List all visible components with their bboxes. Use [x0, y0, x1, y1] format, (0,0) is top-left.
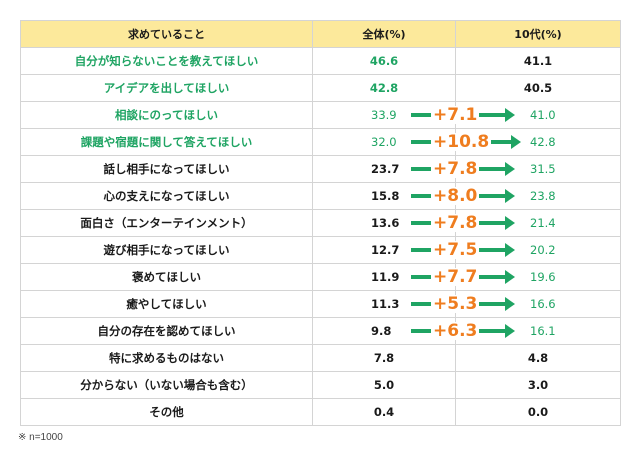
row-value-all: 23.7: [312, 155, 456, 183]
table-row: 分からない（いない場合も含む） 5.0 3.0: [20, 371, 621, 399]
header-teens: 10代(%): [455, 20, 621, 48]
table-row: 自分が知らないことを教えてほしい 46.6 41.1: [20, 47, 621, 75]
table-row: 褒めてほしい 11.9 19.6: [20, 263, 621, 291]
row-value-all: 7.8: [312, 344, 456, 372]
table-row: 面白さ（エンターテインメント） 13.6 21.4: [20, 209, 621, 237]
row-label: 癒やしてほしい: [20, 290, 313, 318]
row-value-teens: 21.4: [455, 209, 621, 237]
row-label: 特に求めるものはない: [20, 344, 313, 372]
row-label: 話し相手になってほしい: [20, 155, 313, 183]
row-value-all: 11.9: [312, 263, 456, 291]
table-row: 課題や宿題に関して答えてほしい 32.0 42.8: [20, 128, 621, 156]
row-value-all: 11.3: [312, 290, 456, 318]
row-value-teens: 3.0: [455, 371, 621, 399]
header-all: 全体(%): [312, 20, 456, 48]
row-value-teens: 31.5: [455, 155, 621, 183]
table-row: アイデアを出してほしい 42.8 40.5: [20, 74, 621, 102]
row-value-teens: 23.8: [455, 182, 621, 210]
row-value-teens: 4.8: [455, 344, 621, 372]
row-label: アイデアを出してほしい: [20, 74, 313, 102]
table-header-row: 求めていること 全体(%) 10代(%): [20, 20, 621, 48]
row-value-all: 0.4: [312, 398, 456, 426]
table-row: 自分の存在を認めてほしい 9.8 16.1: [20, 317, 621, 345]
row-value-teens: 41.1: [455, 47, 621, 75]
row-value-teens: 42.8: [455, 128, 621, 156]
row-label: 遊び相手になってほしい: [20, 236, 313, 264]
table-row: 特に求めるものはない 7.8 4.8: [20, 344, 621, 372]
row-label: 分からない（いない場合も含む）: [20, 371, 313, 399]
row-label: 相談にのってほしい: [20, 101, 313, 129]
row-value-all: 9.8: [312, 317, 456, 345]
row-label: 面白さ（エンターテインメント）: [20, 209, 313, 237]
table-row: 相談にのってほしい 33.9 41.0: [20, 101, 621, 129]
row-label: 課題や宿題に関して答えてほしい: [20, 128, 313, 156]
footnote: ※ n=1000: [18, 432, 63, 443]
row-label: 自分が知らないことを教えてほしい: [20, 47, 313, 75]
row-value-teens: 16.6: [455, 290, 621, 318]
survey-table-container: 求めていること 全体(%) 10代(%) 自分が知らないことを教えてほしい 46.…: [20, 20, 621, 426]
row-value-all: 12.7: [312, 236, 456, 264]
row-label: その他: [20, 398, 313, 426]
row-label: 自分の存在を認めてほしい: [20, 317, 313, 345]
row-value-all: 42.8: [312, 74, 456, 102]
header-request: 求めていること: [20, 20, 313, 48]
table-row: その他 0.4 0.0: [20, 398, 621, 426]
row-label: 褒めてほしい: [20, 263, 313, 291]
row-value-all: 33.9: [312, 101, 456, 129]
row-value-teens: 20.2: [455, 236, 621, 264]
row-label: 心の支えになってほしい: [20, 182, 313, 210]
row-value-teens: 40.5: [455, 74, 621, 102]
table-row: 話し相手になってほしい 23.7 31.5: [20, 155, 621, 183]
row-value-teens: 41.0: [455, 101, 621, 129]
row-value-all: 32.0: [312, 128, 456, 156]
table-row: 癒やしてほしい 11.3 16.6: [20, 290, 621, 318]
row-value-all: 15.8: [312, 182, 456, 210]
row-value-all: 5.0: [312, 371, 456, 399]
row-value-teens: 0.0: [455, 398, 621, 426]
table-row: 心の支えになってほしい 15.8 23.8: [20, 182, 621, 210]
row-value-all: 13.6: [312, 209, 456, 237]
table-row: 遊び相手になってほしい 12.7 20.2: [20, 236, 621, 264]
row-value-all: 46.6: [312, 47, 456, 75]
row-value-teens: 16.1: [455, 317, 621, 345]
survey-table: 求めていること 全体(%) 10代(%) 自分が知らないことを教えてほしい 46.…: [20, 20, 621, 426]
row-value-teens: 19.6: [455, 263, 621, 291]
